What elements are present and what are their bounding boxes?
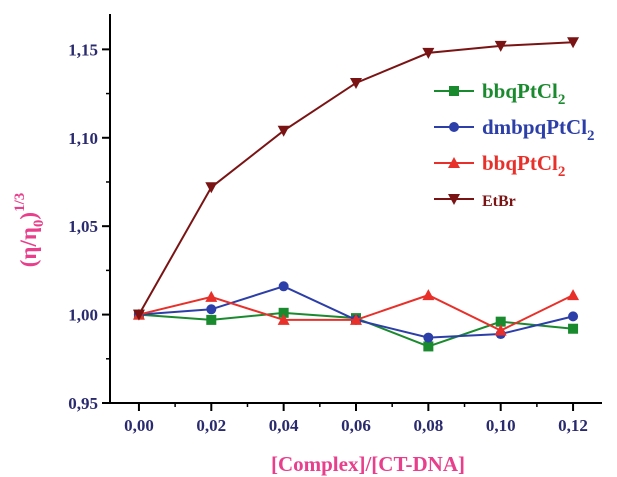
legend-entry-3: EtBr xyxy=(434,193,516,210)
legend-marker xyxy=(448,157,460,168)
series-layer xyxy=(132,37,580,352)
legend-label-name: bbqPtCl xyxy=(482,79,558,103)
data-point xyxy=(423,332,434,343)
data-point xyxy=(422,289,435,301)
data-point xyxy=(423,341,434,352)
data-point xyxy=(494,40,507,52)
x-tick-label: 0,02 xyxy=(196,416,226,435)
data-point xyxy=(568,323,579,334)
y-axis-title: (η/η0)1/3 xyxy=(12,193,47,268)
y-axis-title-main: (η/η xyxy=(16,227,41,267)
y-tick-label: 0,95 xyxy=(68,394,98,413)
legend-label-subscript: 2 xyxy=(558,164,566,180)
data-point xyxy=(277,125,290,137)
legend-label-name: dmbpqPtCl xyxy=(482,115,587,139)
y-axis-title-close: ) xyxy=(16,212,41,220)
legend-label-subscript: 2 xyxy=(587,128,595,144)
legend-label-name: bbqPtCl xyxy=(482,151,558,175)
y-tick-label: 1,15 xyxy=(68,40,98,59)
legend-label: bbqPtCl2 xyxy=(482,79,565,108)
axes xyxy=(109,14,602,404)
y-tick-label: 1,10 xyxy=(68,129,98,148)
legend-label: EtBr xyxy=(482,193,516,210)
data-point xyxy=(567,37,580,49)
data-point xyxy=(206,304,217,315)
y-axis-title-sup: 1/3 xyxy=(12,193,28,212)
series-line xyxy=(138,285,574,339)
legend-marker xyxy=(448,194,460,205)
legend-entry-0: bbqPtCl2 xyxy=(434,79,565,108)
data-point xyxy=(567,289,580,301)
x-tick-label: 0,04 xyxy=(269,416,299,435)
data-point xyxy=(278,281,289,292)
data-point xyxy=(206,314,217,325)
x-tick-label: 0,00 xyxy=(124,416,154,435)
data-point xyxy=(495,316,506,327)
series-2 xyxy=(132,289,580,336)
legend-label-subscript: 2 xyxy=(558,92,566,108)
series-line xyxy=(138,294,574,332)
data-point xyxy=(350,313,362,325)
data-point xyxy=(205,290,218,302)
data-point xyxy=(494,324,507,336)
x-tick-label: 0,06 xyxy=(341,416,371,435)
data-point xyxy=(422,47,435,59)
series-3 xyxy=(132,37,580,321)
data-point xyxy=(568,311,579,322)
x-tick-label: 0,12 xyxy=(558,416,588,435)
data-point xyxy=(277,313,290,325)
series-1 xyxy=(133,281,579,343)
legend-entry-1: dmbpqPtCl2 xyxy=(434,115,595,144)
x-tick-label: 0,08 xyxy=(413,416,443,435)
legend-marker xyxy=(449,122,459,132)
data-point xyxy=(205,182,218,194)
legend-marker xyxy=(449,86,459,96)
legend-entry-2: bbqPtCl2 xyxy=(434,151,565,180)
svg-text:(η/η0)1/3: (η/η0)1/3 xyxy=(12,193,47,268)
legend-label-name: EtBr xyxy=(482,193,516,210)
x-axis-title: [Complex]/[CT-DNA] xyxy=(271,452,465,476)
x-tick-label: 0,10 xyxy=(486,416,516,435)
legend-label: bbqPtCl2 xyxy=(482,151,565,180)
data-point xyxy=(278,307,289,318)
y-tick-label: 1,00 xyxy=(68,306,98,325)
ticks: 0,95 1,00 1,05 1,10 1,15 0,00 0,02 0,04 0,06 0,08… xyxy=(68,40,588,435)
data-point xyxy=(350,77,362,89)
legend-label: dmbpqPtCl2 xyxy=(482,115,595,144)
y-tick-label: 1,05 xyxy=(68,217,98,236)
data-point xyxy=(132,309,145,321)
y-axis-title-sub: 0 xyxy=(31,220,47,228)
